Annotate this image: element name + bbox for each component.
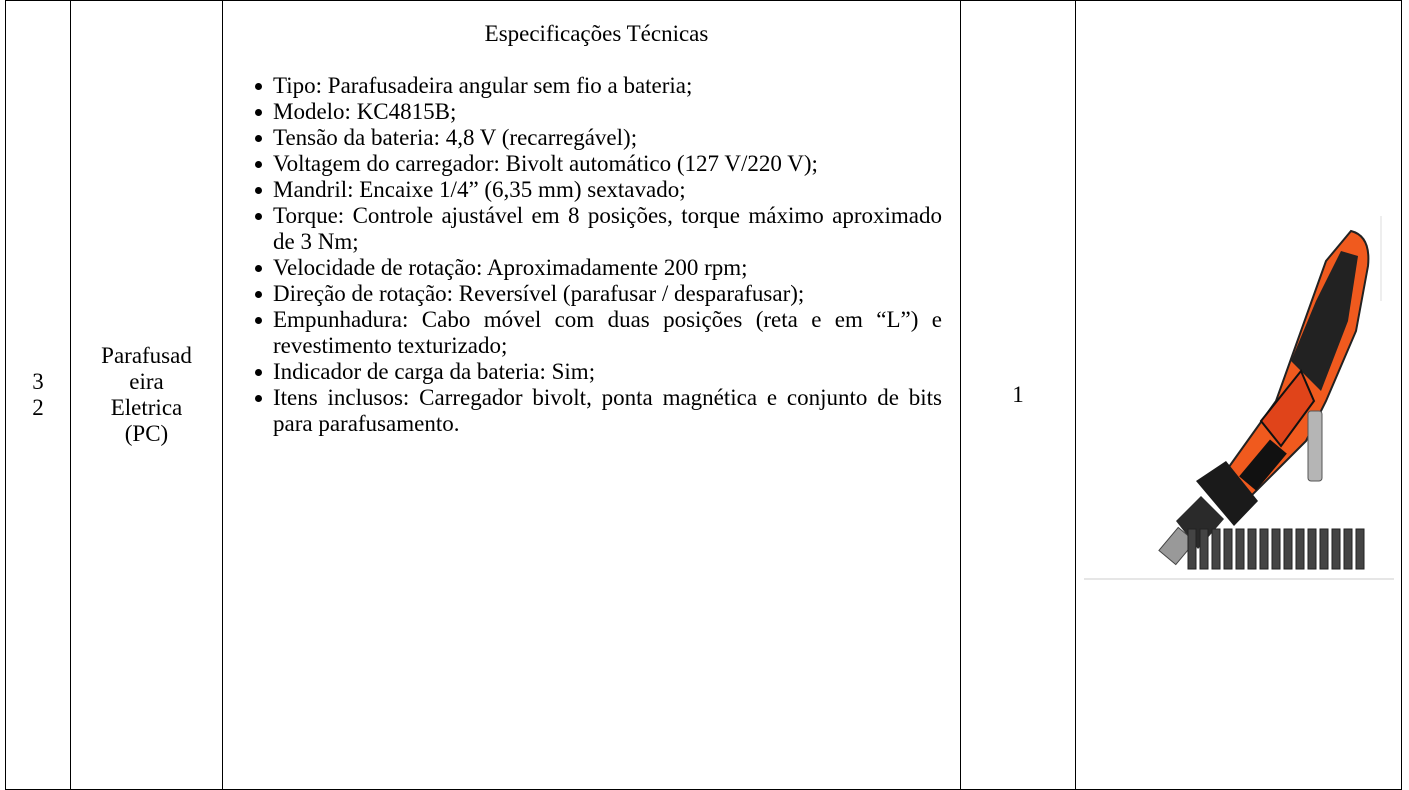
spec-item: Velocidade de rotação: Aproximadamente 2… <box>255 255 942 281</box>
product-image <box>1084 216 1394 580</box>
quantity: 1 <box>960 0 1076 790</box>
spec-table: 32 Parafusadeira Eletrica (PC) Especific… <box>5 0 1402 790</box>
spec-title: Especificações Técnicas <box>484 21 709 46</box>
spec-list: Tipo: Parafusadeira angular sem fio a ba… <box>251 73 942 437</box>
spec-item: Tipo: Parafusadeira angular sem fio a ba… <box>255 73 942 99</box>
spec-cell: Especificações Técnicas Tipo: Parafusade… <box>222 0 961 790</box>
spec-item: Modelo: KC4815B; <box>255 99 942 125</box>
spec-item: Indicador de carga da bateria: Sim; <box>255 359 942 385</box>
spec-item: Tensão da bateria: 4,8 V (recarregável); <box>255 125 942 151</box>
spec-item: Voltagem do carregador: Bivolt automátic… <box>255 151 942 177</box>
image-cell <box>1075 0 1402 790</box>
item-number: 32 <box>5 0 71 790</box>
item-name: Parafusadeira Eletrica (PC) <box>70 0 223 790</box>
spec-item: Empunhadura: Cabo móvel com duas posiçõe… <box>255 307 942 358</box>
table-row: 32 Parafusadeira Eletrica (PC) Especific… <box>5 0 1402 790</box>
spec-item: Torque: Controle ajustável em 8 posições… <box>255 203 942 254</box>
spec-item: Itens inclusos: Carregador bivolt, ponta… <box>255 385 942 436</box>
spec-item: Direção de rotação: Reversível (parafusa… <box>255 281 942 307</box>
spec-item: Mandril: Encaixe 1/4” (6,35 mm) sextavad… <box>255 177 942 203</box>
